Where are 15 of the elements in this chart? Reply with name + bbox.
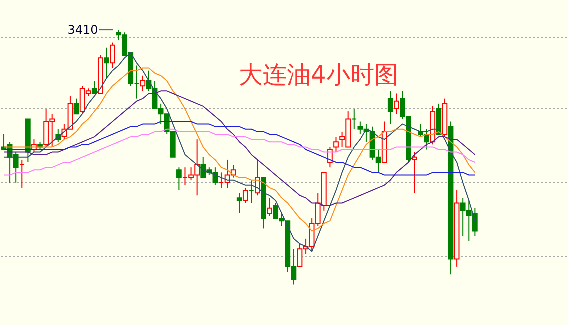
annotation: 3410 [68, 23, 98, 38]
candlestick [140, 75, 146, 92]
candlestick [176, 167, 182, 192]
candlestick [267, 198, 272, 216]
candlestick [74, 98, 80, 115]
candlestick [104, 47, 110, 79]
candlestick [242, 187, 248, 204]
candlestick [334, 136, 339, 153]
candlestick [236, 192, 242, 214]
candlestick [388, 90, 394, 125]
candlestick [412, 152, 418, 194]
text: 大连油4小时图 [239, 61, 398, 89]
candlestick [394, 93, 400, 115]
candlestick [92, 80, 98, 94]
candlestick [110, 42, 116, 69]
